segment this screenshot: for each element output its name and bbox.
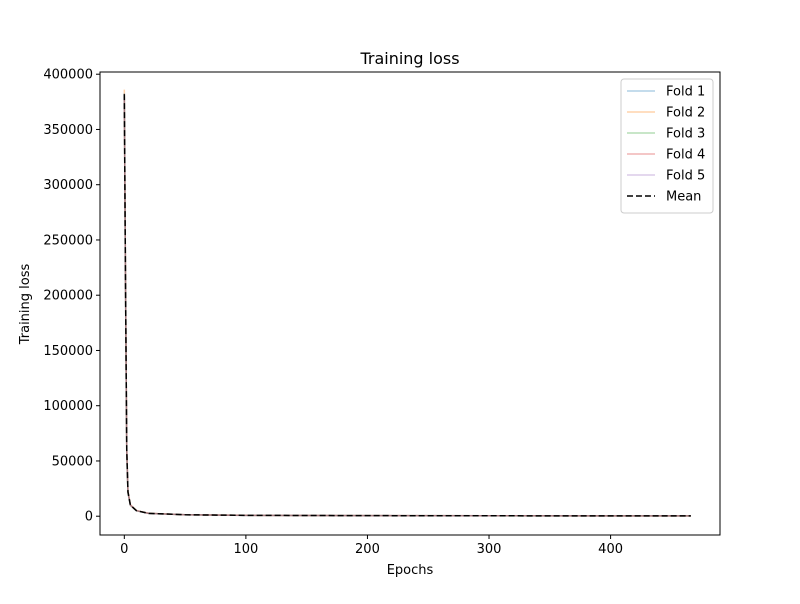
x-tick-label: 300 xyxy=(477,542,502,557)
legend-label: Fold 5 xyxy=(666,169,705,184)
legend-label: Fold 2 xyxy=(666,106,705,121)
y-tick-label: 350000 xyxy=(43,123,93,138)
y-axis-label: Training loss xyxy=(18,264,33,346)
legend-label: Fold 4 xyxy=(666,148,705,163)
y-tick-label: 0 xyxy=(85,510,93,525)
legend-box xyxy=(620,78,714,214)
legend-label: Mean xyxy=(666,190,701,205)
y-tick-label: 400000 xyxy=(43,68,93,83)
x-tick-label: 400 xyxy=(598,542,623,557)
y-tick-label: 300000 xyxy=(43,178,93,193)
y-tick-label: 200000 xyxy=(43,289,93,304)
y-tick-label: 250000 xyxy=(43,233,93,248)
x-tick-label: 200 xyxy=(355,542,380,557)
y-tick-label: 50000 xyxy=(52,454,93,469)
y-tick-label: 100000 xyxy=(43,399,93,414)
series-line-fold-3 xyxy=(123,95,691,517)
axes-frame xyxy=(99,71,721,536)
x-axis-label: Epochs xyxy=(387,563,434,578)
legend-label: Fold 3 xyxy=(666,127,705,142)
series-group xyxy=(123,89,691,517)
legend-label: Fold 1 xyxy=(666,85,705,100)
plot-area: 0 100 200 300 400 0 50000 100000 150000 200000 250… xyxy=(43,68,721,557)
y-tick-label: 150000 xyxy=(43,344,93,359)
series-line-mean xyxy=(123,94,691,517)
x-tick-label: 0 xyxy=(120,542,128,557)
legend: Fold 1 Fold 2 Fold 3 Fold 4 Fold 5 Mean xyxy=(620,78,714,214)
x-tick-label: 100 xyxy=(233,542,258,557)
chart-title: Training loss xyxy=(359,49,459,68)
